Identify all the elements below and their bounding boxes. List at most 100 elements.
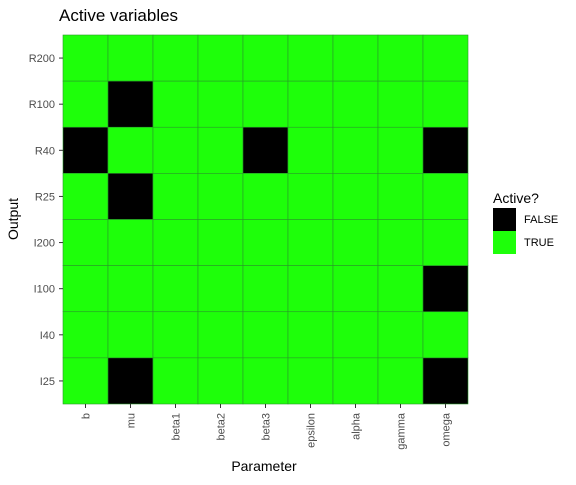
heatmap-cell xyxy=(152,219,199,266)
legend-key xyxy=(493,231,516,254)
heatmap-cell xyxy=(422,219,469,266)
heatmap-cell xyxy=(422,265,469,313)
heatmap-cell xyxy=(242,219,289,266)
heatmap-cell xyxy=(197,126,244,174)
x-tick-label: beta2 xyxy=(216,413,228,441)
x-tick-label: omega xyxy=(441,412,453,447)
chart-title: Active variables xyxy=(59,6,178,25)
heatmap-cell xyxy=(242,173,289,220)
heatmap-cell xyxy=(377,126,424,174)
heatmap-cell xyxy=(287,80,334,128)
y-tick-label: R25 xyxy=(35,191,55,203)
heatmap-cell xyxy=(242,357,289,405)
y-tick-label: R40 xyxy=(35,145,55,157)
heatmap-cell xyxy=(242,311,289,359)
heatmap-cell xyxy=(107,173,154,220)
y-tick-label: R200 xyxy=(29,53,55,65)
x-tick-label: alpha xyxy=(351,412,363,440)
heatmap-cell xyxy=(422,126,469,174)
heatmap-cell xyxy=(62,311,109,359)
legend-label: TRUE xyxy=(524,237,554,249)
x-tick-label: gamma xyxy=(396,412,408,450)
y-tick-label: I100 xyxy=(34,284,55,296)
heatmap-cell xyxy=(287,265,334,313)
legend-title: Active? xyxy=(493,190,539,206)
heatmap-cell xyxy=(197,219,244,266)
heatmap-cell xyxy=(332,126,379,174)
y-axis-title: Output xyxy=(5,198,21,240)
heatmap-cell xyxy=(107,357,154,405)
heatmap-cells xyxy=(62,34,469,405)
heatmap-cell xyxy=(197,80,244,128)
x-tick-label: b xyxy=(81,413,93,419)
heatmap-cell xyxy=(377,357,424,405)
heatmap-cell xyxy=(62,126,109,174)
heatmap-cell xyxy=(107,311,154,359)
heatmap-cell xyxy=(107,80,154,128)
heatmap-cell xyxy=(422,357,469,405)
heatmap-cell xyxy=(107,265,154,313)
heatmap-cell xyxy=(377,219,424,266)
heatmap-cell xyxy=(152,265,199,313)
heatmap-cell xyxy=(332,311,379,359)
heatmap-cell xyxy=(287,126,334,174)
heatmap-cell xyxy=(287,357,334,405)
heatmap-cell xyxy=(152,34,199,82)
heatmap-cell xyxy=(242,265,289,313)
heatmap-cell xyxy=(422,34,469,82)
heatmap-cell xyxy=(422,311,469,359)
heatmap-cell xyxy=(332,265,379,313)
heatmap-cell xyxy=(152,126,199,174)
heatmap-cell xyxy=(287,173,334,220)
heatmap-cell xyxy=(152,357,199,405)
heatmap-cell xyxy=(332,34,379,82)
heatmap-cell xyxy=(107,126,154,174)
heatmap-cell xyxy=(152,311,199,359)
x-tick-label: beta3 xyxy=(261,413,273,441)
heatmap-cell xyxy=(332,173,379,220)
heatmap-cell xyxy=(107,34,154,82)
heatmap-cell xyxy=(287,311,334,359)
legend-key xyxy=(493,208,516,231)
heatmap-cell xyxy=(152,80,199,128)
heatmap-cell xyxy=(62,357,109,405)
y-tick-label: I200 xyxy=(34,238,55,250)
heatmap-cell xyxy=(62,80,109,128)
heatmap-cell xyxy=(332,219,379,266)
heatmap-cell xyxy=(152,173,199,220)
heatmap-cell xyxy=(332,80,379,128)
x-tick-label: epsilon xyxy=(306,413,318,448)
heatmap-cell xyxy=(422,173,469,220)
y-tick-label: I40 xyxy=(40,330,55,342)
heatmap-cell xyxy=(377,265,424,313)
heatmap-cell xyxy=(197,357,244,405)
heatmap-cell xyxy=(62,34,109,82)
heatmap-cell xyxy=(197,173,244,220)
y-tick-label: R100 xyxy=(29,99,55,111)
x-axis-ticks: b mu beta1 beta2 beta3 epsilon alpha gamma omega xyxy=(81,404,453,450)
y-axis-ticks: R200 R100 R40 R25 I200 I100 I40 I25 xyxy=(29,53,63,388)
heatmap-cell xyxy=(62,219,109,266)
heatmap-cell xyxy=(197,265,244,313)
heatmap-cell xyxy=(242,126,289,174)
heatmap-cell xyxy=(62,173,109,220)
x-axis-title: Parameter xyxy=(231,458,297,474)
legend: FALSE TRUE xyxy=(493,208,558,254)
heatmap-cell xyxy=(377,311,424,359)
y-tick-label: I25 xyxy=(40,376,55,388)
x-tick-label: mu xyxy=(126,413,138,428)
heatmap-cell xyxy=(287,34,334,82)
heatmap-cell xyxy=(197,34,244,82)
heatmap-cell xyxy=(377,80,424,128)
heatmap-cell xyxy=(377,173,424,220)
heatmap-cell xyxy=(332,357,379,405)
legend-label: FALSE xyxy=(524,214,558,226)
heatmap-cell xyxy=(62,265,109,313)
heatmap-cell xyxy=(197,311,244,359)
heatmap-cell xyxy=(377,34,424,82)
x-tick-label: beta1 xyxy=(171,413,183,441)
heatmap-cell xyxy=(422,80,469,128)
heatmap-cell xyxy=(107,219,154,266)
